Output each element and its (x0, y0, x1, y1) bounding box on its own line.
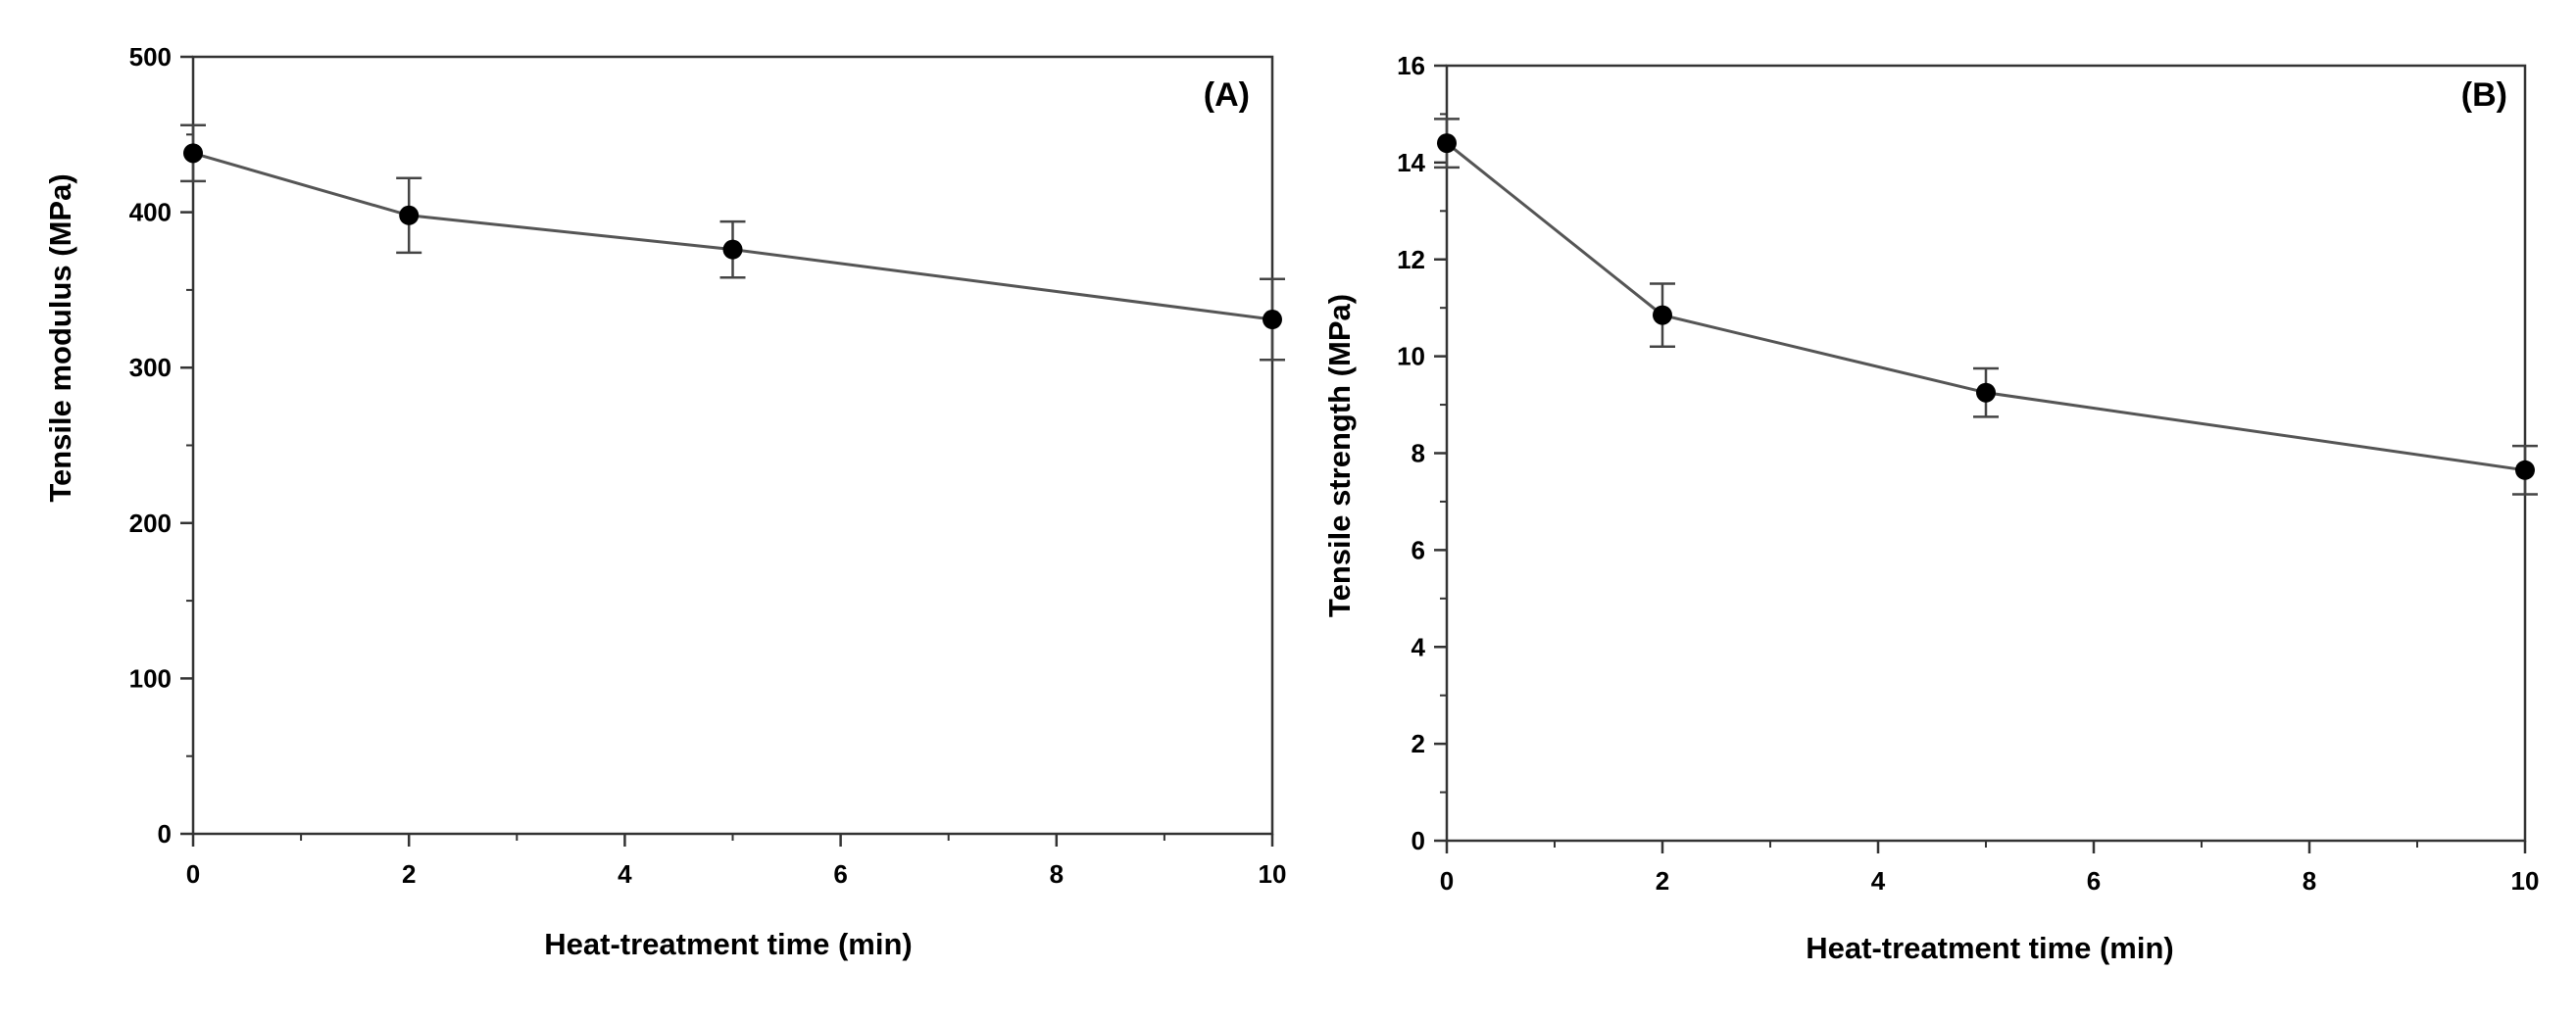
panel-a-data-point (399, 205, 420, 225)
panel-a-x-tick-label: 6 (833, 859, 847, 889)
panel-a-y-tick-label: 200 (129, 509, 172, 538)
panel-a-x-tick-label: 8 (1050, 859, 1064, 889)
panel-b-x-tick-label: 6 (2087, 866, 2101, 896)
panel-a-x-axis-title: Heat-treatment time (min) (544, 927, 913, 961)
panel-b-tensile-strength-chart: Tensile strength (MPa) Heat-treatment ti… (1322, 51, 2539, 965)
panel-a-data-point (183, 143, 203, 164)
panel-b-x-axis-title: Heat-treatment time (min) (1806, 931, 2174, 965)
panel-b-panel-label: (B) (2461, 76, 2507, 114)
panel-b-data-point (2515, 460, 2535, 480)
panel-a-x-tick-label: 10 (1259, 859, 1287, 889)
panel-a-y-tick-label: 500 (129, 42, 172, 72)
panel-b-x-tick-label: 8 (2303, 866, 2316, 896)
panel-a-series-line (192, 151, 1273, 321)
panel-b-data-point (1437, 133, 1457, 154)
panel-b-y-tick-label: 8 (1412, 439, 1425, 468)
panel-b-x-tick-label: 2 (1656, 866, 1669, 896)
panel-b-y-tick-label: 0 (1412, 826, 1425, 855)
panel-a-x-tick-label: 4 (618, 859, 632, 889)
panel-a-x-tick-label: 2 (402, 859, 416, 889)
panel-a-y-tick-label: 100 (129, 663, 172, 693)
panel-b-y-axis-title: Tensile strength (MPa) (1322, 294, 1357, 617)
panel-b-y-tick-label: 14 (1397, 148, 1425, 177)
panel-a-data-point (1263, 310, 1282, 330)
panel-a-tensile-modulus-chart: Tensile modulus (MPa) Heat-treatment tim… (43, 42, 1286, 961)
panel-a-y-axis-title: Tensile modulus (MPa) (43, 173, 77, 502)
panel-b-x-tick-label: 0 (1440, 866, 1454, 896)
panel-a-y-tick-label: 0 (158, 819, 172, 849)
panel-b-data-point (1653, 305, 1672, 325)
panel-b-x-tick-label: 4 (1871, 866, 1886, 896)
panel-b-series-line (1446, 141, 2526, 472)
panel-b-data-point (1976, 382, 1996, 403)
panel-a-data-point (722, 239, 743, 260)
panel-b-x-tick-label: 10 (2511, 866, 2540, 896)
panel-a-y-tick-label: 400 (129, 198, 172, 227)
panel-b-y-tick-label: 4 (1412, 632, 1426, 661)
panel-a-plot-frame (191, 55, 1274, 836)
panel-a-x-tick-label: 0 (186, 859, 200, 889)
panel-b-y-tick-label: 10 (1397, 342, 1425, 371)
panel-b-y-tick-label: 16 (1397, 51, 1425, 80)
panel-b-plot-frame (1445, 64, 2527, 843)
panel-b-y-tick-label: 2 (1412, 729, 1425, 758)
panel-b-y-tick-label: 6 (1412, 535, 1425, 564)
panel-a-y-tick-label: 300 (129, 353, 172, 382)
panel-a-panel-label: (A) (1204, 76, 1250, 114)
panel-b-y-tick-label: 12 (1397, 245, 1425, 274)
